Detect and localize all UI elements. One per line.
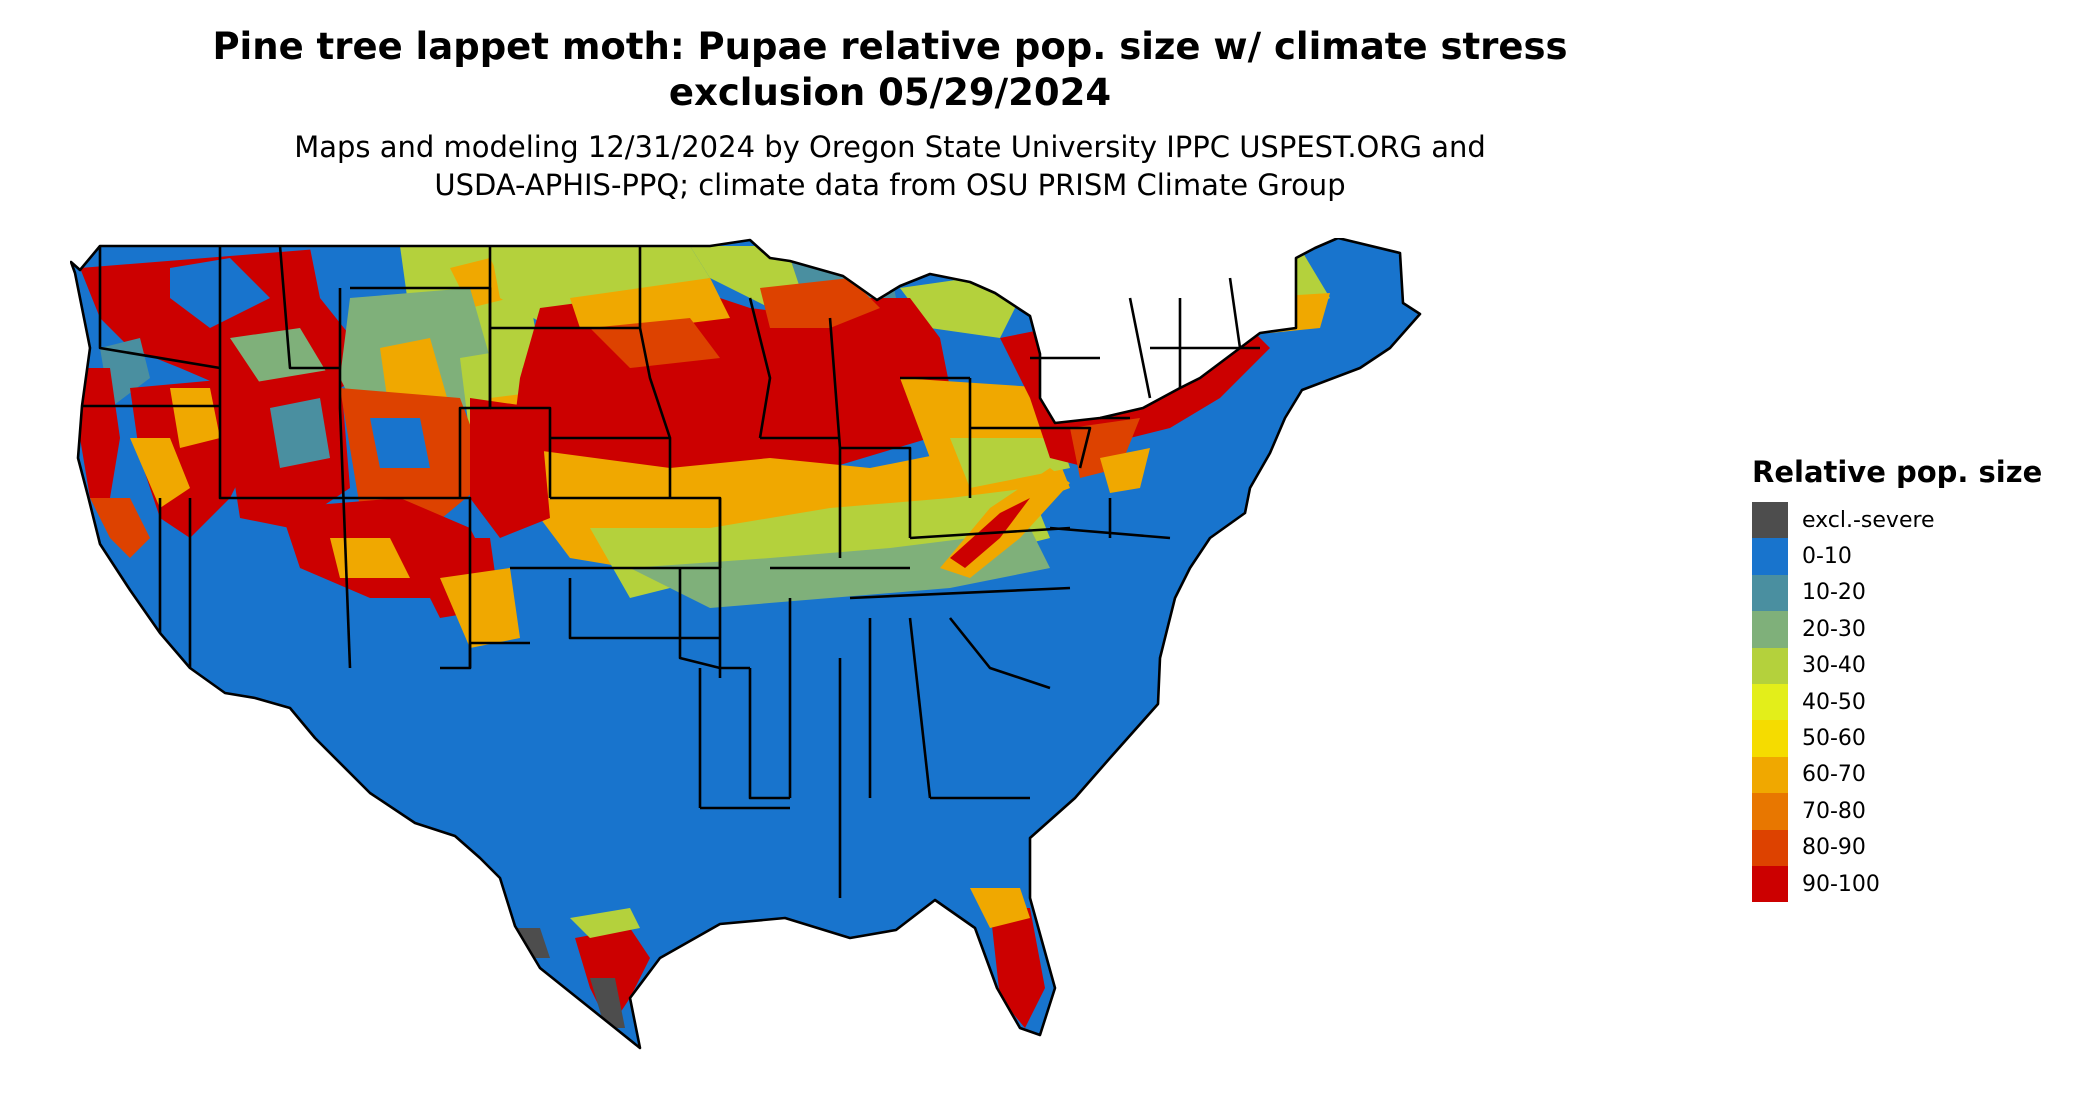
legend-item: 50-60: [1752, 720, 2092, 757]
legend-item: 80-90: [1752, 829, 2092, 866]
map-subtitle-line-1: Maps and modeling 12/31/2024 by Oregon S…: [294, 130, 1486, 164]
legend-swatch: [1752, 793, 1788, 830]
legend-swatch: [1752, 865, 1788, 903]
map-legend: Relative pop. size excl.-severe 0-10 10-20…: [1752, 454, 2092, 903]
legend-item: excl.-severe: [1752, 502, 2092, 539]
legend-label: 10-20: [1802, 580, 1866, 606]
legend-swatch: [1752, 647, 1788, 684]
legend-swatch: [1752, 756, 1788, 794]
legend-label: 80-90: [1802, 835, 1866, 861]
legend-swatch: [1752, 829, 1788, 866]
legend-label: excl.-severe: [1802, 507, 1935, 533]
map-title-line-1: Pine tree lappet moth: Pupae relative po…: [212, 25, 1568, 68]
legend-swatch: [1752, 720, 1788, 757]
legend-label: 30-40: [1802, 653, 1866, 679]
legend-item: 70-80: [1752, 793, 2092, 830]
legend-swatch: [1752, 683, 1788, 721]
legend-item: 40-50: [1752, 683, 2092, 721]
legend-item: 20-30: [1752, 611, 2092, 648]
legend-swatch: [1752, 574, 1788, 612]
legend-swatch: [1752, 538, 1788, 575]
legend-item: 10-20: [1752, 574, 2092, 612]
legend-items: excl.-severe 0-10 10-20 20-30 30-40 40-50 50-6…: [1752, 502, 2092, 903]
legend-title: Relative pop. size: [1752, 455, 2043, 489]
legend-swatch: [1752, 502, 1788, 539]
legend-label: 20-30: [1802, 616, 1866, 642]
legend-label: 0-10: [1802, 544, 1852, 570]
map-title-line-2: exclusion 05/29/2024: [668, 71, 1112, 114]
legend-item: 90-100: [1752, 865, 2092, 903]
legend-item: 30-40: [1752, 647, 2092, 684]
legend-label: 40-50: [1802, 689, 1866, 715]
legend-item: 60-70: [1752, 756, 2092, 794]
map-subtitle-line-2: USDA-APHIS-PPQ; climate data from OSU PR…: [434, 168, 1346, 202]
legend-item: 0-10: [1752, 538, 2092, 575]
legend-swatch: [1752, 611, 1788, 648]
legend-label: 50-60: [1802, 726, 1866, 752]
legend-label: 70-80: [1802, 798, 1866, 824]
legend-label: 60-70: [1802, 762, 1866, 788]
legend-label: 90-100: [1802, 871, 1880, 897]
us-population-map: [70, 238, 1422, 1050]
